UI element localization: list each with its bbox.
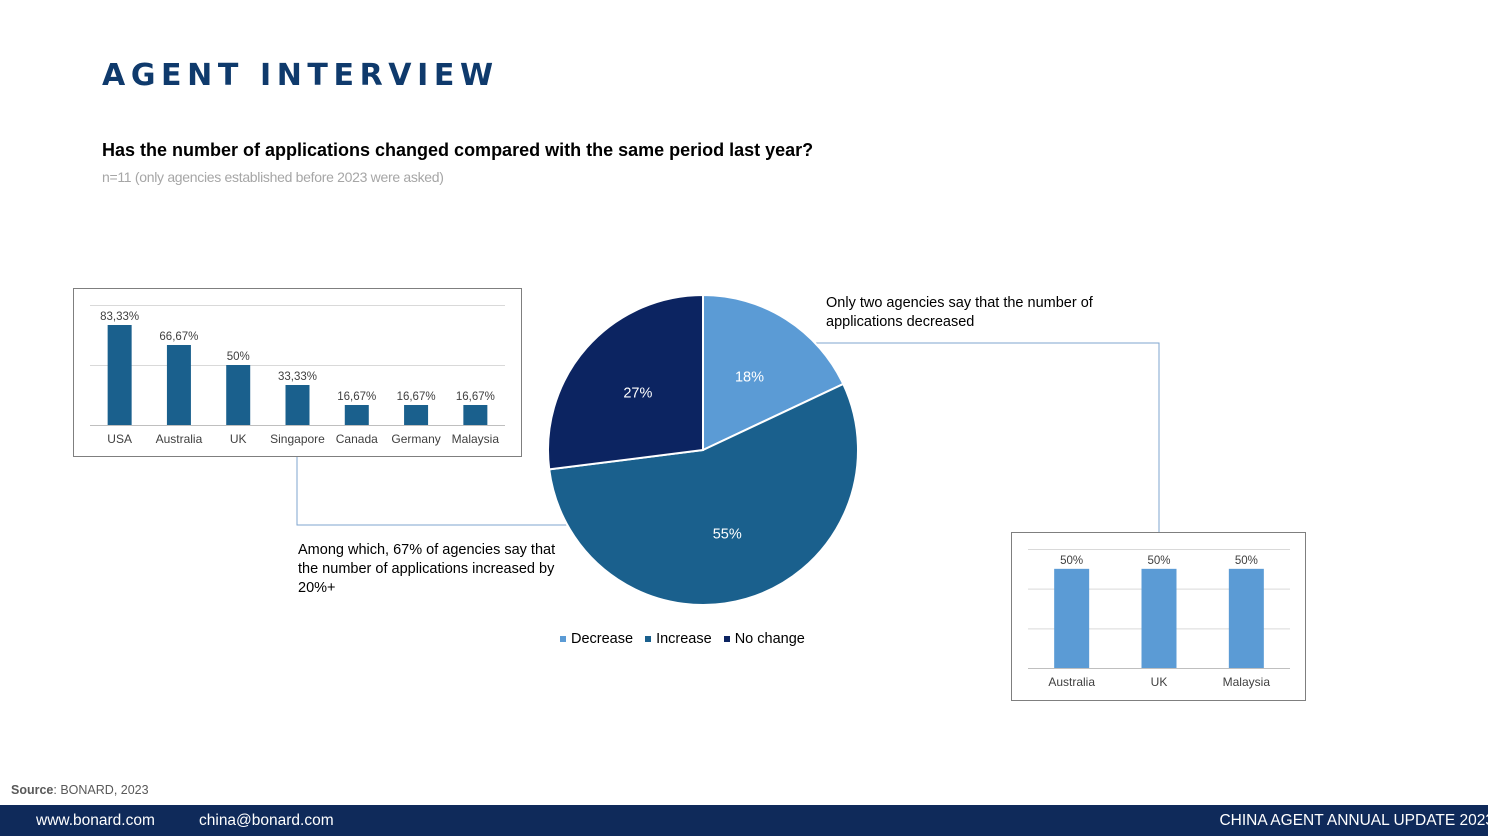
legend-swatch-increase [645, 636, 652, 642]
increase-value-label-usa: 83,33% [100, 311, 139, 323]
legend-item-increase: Increase [645, 631, 712, 647]
decrease-value-label-malaysia: 50% [1235, 555, 1258, 567]
pie-slice-no-change [547, 293, 704, 471]
decrease-value-label-uk: 50% [1147, 555, 1170, 567]
pie-label-decrease: 18% [735, 370, 764, 386]
legend-item-no-change: No change [723, 631, 805, 647]
decrease-bar-australia [1054, 568, 1090, 668]
bar-chart-increase: 83,33% USA 66,67% Australia 50% UK 33,33% Singa… [73, 288, 522, 457]
decrease-category-label-malaysia: Malaysia [1223, 675, 1271, 689]
pie-legend: Decrease Increase No change [560, 631, 805, 647]
decrease-annotation: Only two agencies say that the number of… [826, 295, 1093, 330]
decrease-bar-malaysia [1228, 568, 1264, 668]
source-text: : BONARD, 2023 [53, 783, 149, 797]
increase-bar-singapore [285, 385, 310, 425]
legend-swatch-no-change [723, 636, 730, 642]
decrease-value-label-australia: 50% [1060, 555, 1083, 567]
pie-chart: 18% 55% 27% [547, 293, 859, 606]
source-label: Source [11, 783, 54, 797]
increase-bar-malaysia [463, 404, 488, 425]
increase-value-label-singapore: 33,33% [278, 371, 317, 383]
increase-bar-canada [344, 404, 369, 425]
increase-bar-uk [226, 365, 251, 425]
decrease-category-label-australia: Australia [1048, 675, 1095, 689]
increase-category-label-germany: Germany [391, 432, 440, 446]
pie-label-increase: 55% [713, 526, 742, 542]
pie-slice-increase [548, 382, 859, 606]
pie-slice-decrease [702, 293, 845, 452]
legend-item-decrease: Decrease [560, 631, 633, 647]
legend-label-increase: Increase [656, 631, 712, 647]
increase-category-label-malaysia: Malaysia [452, 432, 500, 446]
decrease-category-label-uk: UK [1151, 675, 1168, 689]
legend-swatch-decrease [560, 636, 566, 642]
bar-chart-increase-frame [73, 288, 522, 457]
source-note: Source: BONARD, 2023 [11, 783, 149, 797]
footer-bar: www.bonard.com china@bonard.com CHINA AG… [0, 805, 1488, 836]
bar-chart-decrease: 50% Australia 50% UK 50% Malaysia [1011, 532, 1306, 701]
sample-size-note: n=11 (only agencies established before 2… [102, 169, 444, 185]
connector-line-decrease [812, 342, 1160, 532]
legend-label-no-change: No change [734, 631, 805, 647]
increase-value-label-canada: 16,67% [337, 391, 376, 403]
increase-category-label-usa: USA [107, 432, 132, 446]
pie-label-no-change: 27% [623, 386, 652, 402]
increase-category-label-australia: Australia [156, 432, 203, 446]
footer-email-link[interactable]: china@bonard.com [199, 812, 334, 829]
increase-value-label-germany: 16,67% [397, 391, 436, 403]
increase-bar-usa [107, 325, 132, 425]
footer-website-link[interactable]: www.bonard.com [36, 812, 155, 829]
increase-value-label-uk: 50% [227, 351, 250, 363]
decrease-bar-uk [1141, 568, 1177, 668]
increase-bar-australia [166, 344, 191, 425]
increase-category-label-singapore: Singapore [270, 432, 325, 446]
legend-label-decrease: Decrease [571, 631, 634, 647]
increase-value-label-malaysia: 16,67% [456, 391, 495, 403]
increase-category-label-uk: UK [230, 432, 247, 446]
increase-bar-germany [404, 404, 429, 425]
increase-value-label-australia: 66,67% [159, 331, 198, 343]
increase-category-label-canada: Canada [336, 432, 378, 446]
increase-annotation: Among which, 67% of agencies say that th… [298, 542, 556, 596]
footer-report-title: CHINA AGENT ANNUAL UPDATE 2023 [1219, 812, 1488, 829]
page-title: AGENT INTERVIEW [102, 58, 499, 93]
survey-question: Has the number of applications changed c… [102, 140, 814, 160]
connector-line-increase [296, 457, 568, 526]
